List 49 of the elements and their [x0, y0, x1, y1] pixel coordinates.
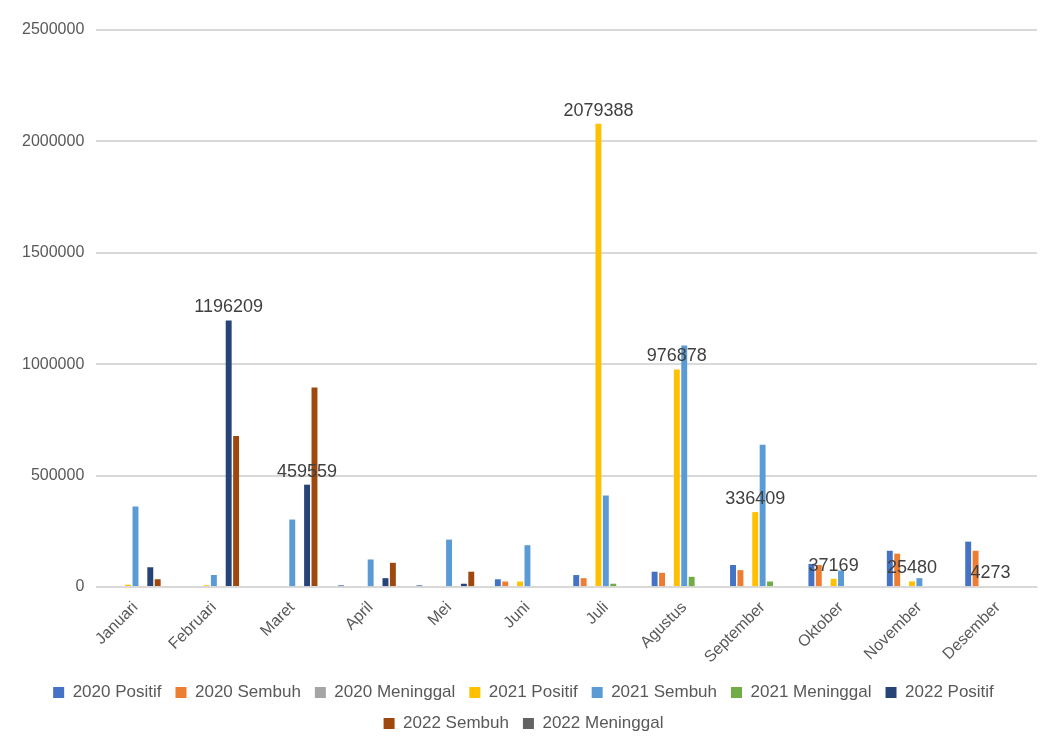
bar: [154, 579, 161, 587]
data-label: 2079388: [563, 99, 634, 120]
bar: [838, 570, 844, 587]
bar: [737, 570, 744, 587]
x-tick-label: Juli: [582, 598, 612, 628]
bar: [468, 571, 475, 587]
bar: [580, 578, 587, 587]
bar: [730, 565, 736, 587]
bar: [147, 567, 154, 587]
legend-label: 2022 Positif: [905, 682, 995, 702]
bar: [210, 575, 217, 587]
data-label: 37169: [808, 554, 859, 575]
legend-label: 2021 Sembuh: [611, 682, 718, 702]
bar: [916, 578, 923, 587]
bar: [304, 484, 311, 587]
bar: [659, 572, 665, 587]
legend-label: 2021 Positif: [488, 682, 578, 702]
bar: [524, 545, 531, 587]
bar: [494, 579, 501, 587]
bar: [367, 559, 374, 587]
bar: [446, 539, 453, 587]
bar: [965, 541, 972, 587]
y-tick-label: 0: [75, 577, 85, 595]
bar: [688, 576, 695, 587]
bar: [595, 123, 602, 587]
legend-label: 2020 Sembuh: [194, 682, 301, 702]
bar: [651, 571, 658, 587]
y-tick-label: 2000000: [21, 131, 85, 149]
legend-label: 2022 Meninggal: [542, 713, 664, 733]
bar: [225, 320, 232, 587]
x-tick-label: Mei: [424, 598, 455, 629]
bar: [752, 512, 759, 587]
legend-label: 2020 Positif: [72, 682, 162, 702]
data-label: 1196209: [194, 296, 264, 317]
y-tick-label: 2500000: [21, 20, 85, 38]
bar: [909, 581, 915, 587]
bar: [602, 495, 609, 587]
y-tick-label: 1000000: [21, 354, 85, 372]
bar: [573, 575, 580, 587]
legend-label: 2020 Meninggal: [334, 682, 456, 702]
bar: [233, 436, 240, 587]
bar: [289, 519, 296, 587]
bar: [673, 369, 680, 587]
bar: [389, 562, 396, 587]
y-tick-label: 500000: [30, 466, 85, 484]
legend-label: 2021 Meninggal: [750, 682, 872, 702]
bar: [830, 578, 837, 587]
legend-label: 2022 Sembuh: [403, 713, 509, 733]
y-tick-label: 1500000: [21, 243, 85, 261]
